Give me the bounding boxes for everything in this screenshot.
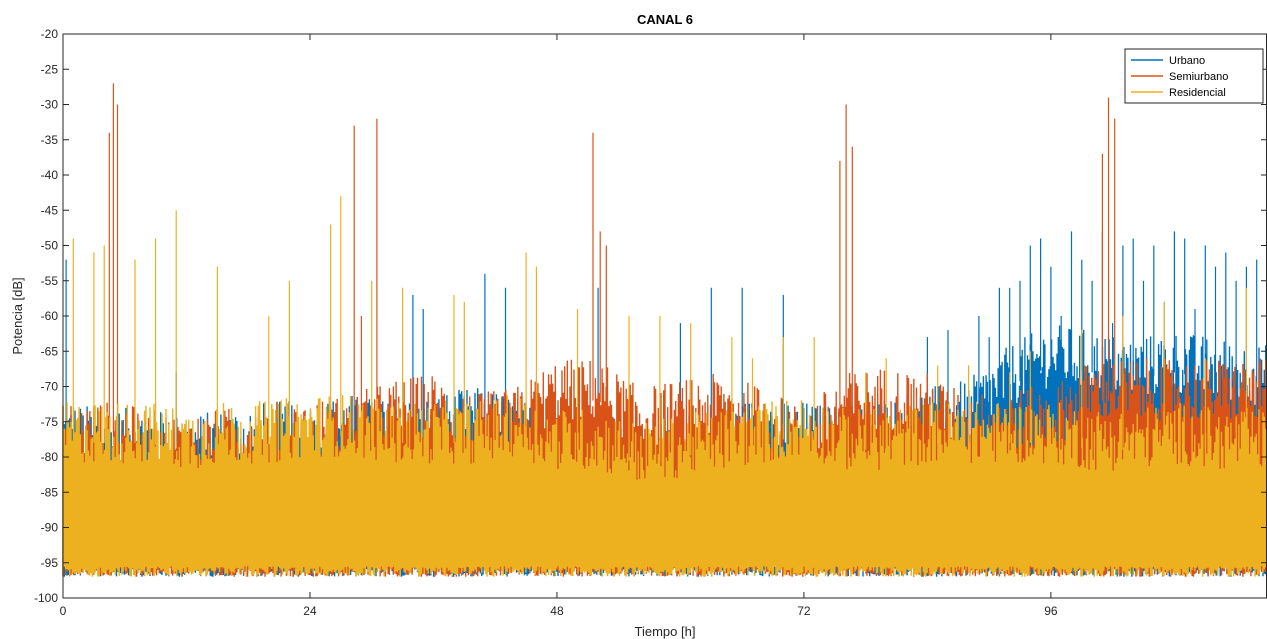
y-tick-label: -80 xyxy=(41,450,59,464)
series-residencial xyxy=(62,196,1267,577)
x-tick-label: 24 xyxy=(303,604,317,618)
axes: -20 -25 -30 -35 -40 -45 -50 -55 -60 -65 -70 -75 -80 -… xyxy=(34,27,1267,618)
y-tick-label: -50 xyxy=(41,239,59,253)
legend-label: Semiurbano xyxy=(1169,71,1228,83)
legend: Urbano Semiurbano Residencial xyxy=(1124,48,1264,104)
y-tick-label: -90 xyxy=(41,521,59,535)
series-layer xyxy=(62,83,1267,577)
legend-label: Residencial xyxy=(1169,87,1226,99)
x-tick-label: 96 xyxy=(1044,604,1058,618)
y-axis-title: Potencia [dB] xyxy=(10,277,25,354)
y-tick-label: -25 xyxy=(41,62,59,76)
legend-label: Urbano xyxy=(1169,55,1205,67)
x-axis-title: Tiempo [h] xyxy=(635,624,696,639)
y-tick-label: -95 xyxy=(41,556,59,570)
y-tick-label: -70 xyxy=(41,380,59,394)
y-tick-label: -55 xyxy=(41,274,59,288)
x-tick-label: 0 xyxy=(60,604,67,618)
y-tick-label: -30 xyxy=(41,98,59,112)
y-tick-label: -60 xyxy=(41,309,59,323)
x-tick-label: 72 xyxy=(797,604,811,618)
chart-title: CANAL 6 xyxy=(637,12,693,27)
y-tick-label: -65 xyxy=(41,344,59,358)
y-tick-label: -85 xyxy=(41,485,59,499)
y-tick-label: -20 xyxy=(41,27,59,41)
x-tick-label: 48 xyxy=(550,604,564,618)
y-tick-label: -75 xyxy=(41,415,59,429)
y-tick-label: -45 xyxy=(41,203,59,217)
y-tick-label: -35 xyxy=(41,133,59,147)
y-tick-label: -40 xyxy=(41,168,59,182)
y-tick-label: -100 xyxy=(34,591,58,605)
